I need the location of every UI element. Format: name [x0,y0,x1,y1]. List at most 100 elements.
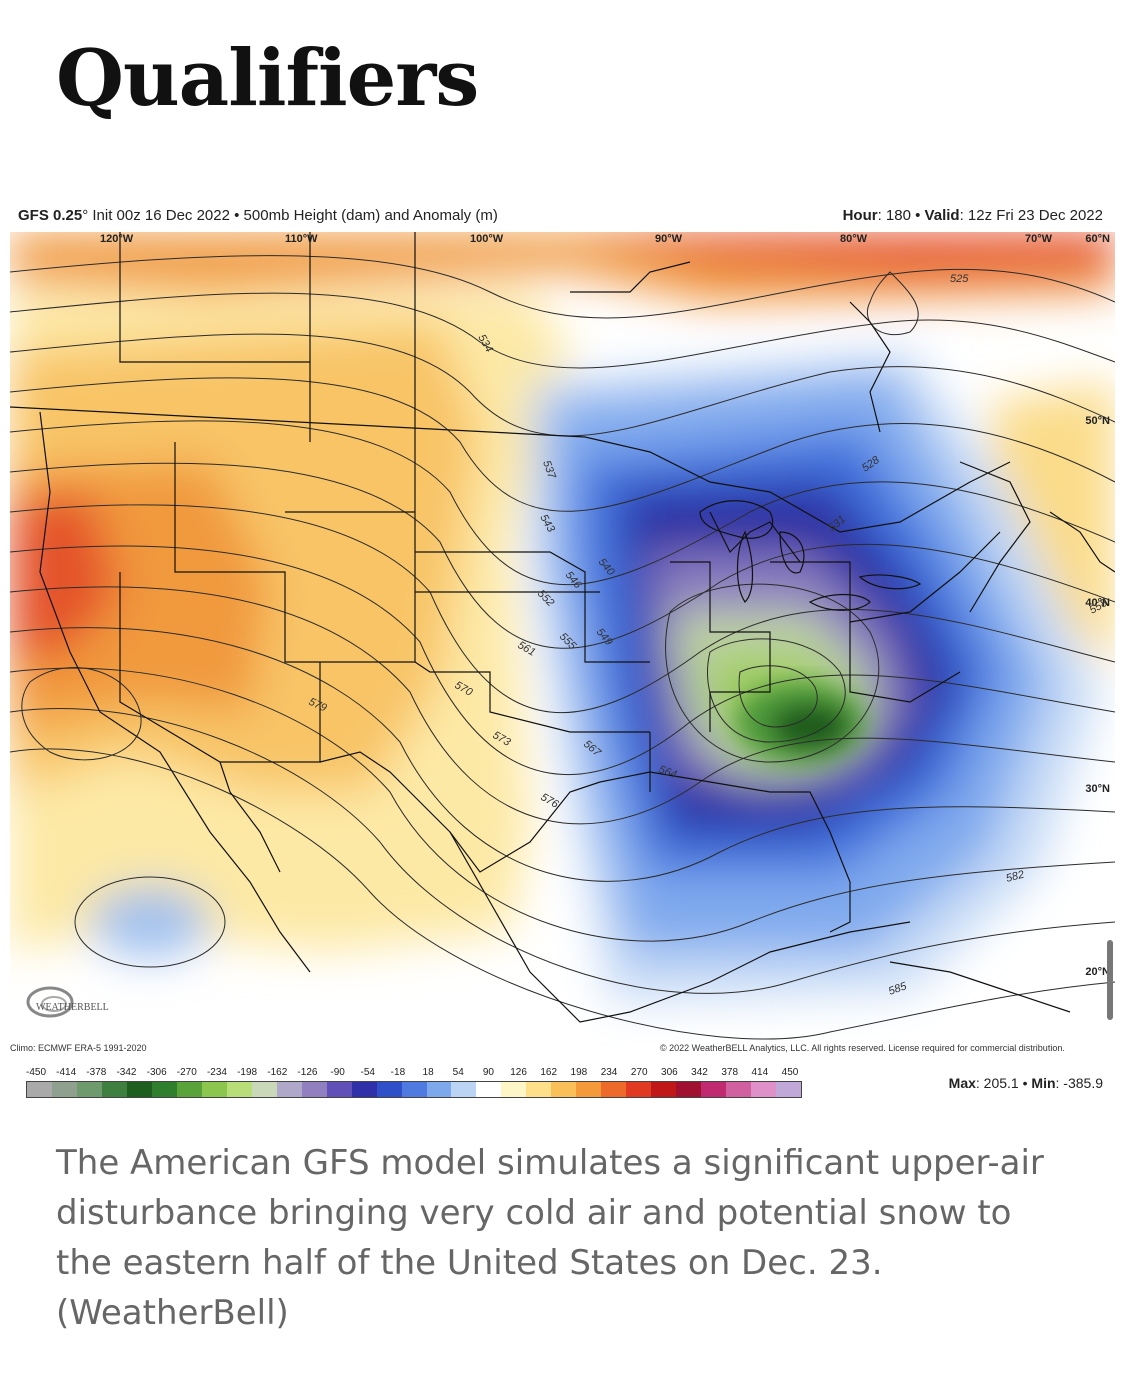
colorbar-swatch [176,1082,202,1097]
longitude-label: 110°W [285,233,318,245]
model-name: GFS 0.25 [18,207,83,224]
colorbar-swatch [251,1082,277,1097]
colorbar-swatch [451,1082,477,1097]
max-min-readout: Max: 205.1 • Min: -385.9 [949,1075,1103,1091]
section-heading: Qualifiers [56,33,479,124]
colorbar-tick-label: 126 [510,1067,527,1078]
colorbar-swatch [701,1082,727,1097]
colorbar-swatch [576,1082,602,1097]
colorbar-swatch [626,1082,652,1097]
longitude-label: 90°W [655,233,683,245]
colorbar-swatch [726,1082,752,1097]
latitude-label: 20°N [1085,966,1110,978]
colorbar-swatch [301,1082,327,1097]
colorbar-tick-label: 90 [482,1067,494,1078]
colorbar-tick-label: -342 [116,1067,137,1078]
colorbar-tick-label: -450 [25,1067,47,1078]
min-value: : -385.9 [1055,1075,1103,1091]
latitude-label: 40°N [1085,597,1110,609]
colorbar-tick-label: 342 [691,1067,708,1078]
colorbar-swatch [326,1082,352,1097]
hour-value: : 180 • [877,207,925,224]
latitude-label: 30°N [1085,783,1110,795]
colorbar-swatch [151,1082,177,1097]
contour-label: 564 [657,764,678,782]
degree-mark: ° [82,207,89,224]
longitude-label: 70°W [1025,233,1053,245]
colorbar-swatch [126,1082,152,1097]
colorbar-tick-label: 198 [570,1067,588,1078]
colorbar-tick-label: 450 [781,1067,799,1078]
colorbar-swatch [276,1082,302,1097]
colorbar-swatch [501,1082,527,1097]
latitude-label: 60°N [1085,233,1110,245]
logo-text: WEATHERBELL [36,1002,109,1013]
colorbar-swatch [551,1082,577,1097]
colorbar-tick-label: 378 [721,1067,739,1078]
min-label: Min [1031,1075,1056,1091]
map-header-left: GFS 0.25° Init 00z 16 Dec 2022 • 500mb H… [18,207,498,224]
colorbar-swatch [601,1082,627,1097]
hour-label: Hour [842,207,878,224]
political-boundaries [10,232,1115,1023]
longitude-label: 100°W [470,233,504,245]
colorbar-swatch [526,1082,552,1097]
colorbar-tick-label: -378 [86,1067,107,1078]
map-canvas: 120°W 110°W 100°W 90°W 80°W 70°W 60°N 50… [10,232,1115,1046]
colorbar-tick-label: 54 [452,1067,464,1078]
colorbar-swatch [376,1082,402,1097]
colorbar-tick-label: -414 [56,1067,77,1078]
colorbar-tick-label: 270 [630,1067,648,1078]
colorbar-tick-label: 18 [422,1067,434,1078]
scrollbar-thumb[interactable] [1107,940,1113,1020]
weather-map-figure: GFS 0.25° Init 00z 16 Dec 2022 • 500mb H… [0,195,1125,1115]
valid-label: Valid [924,207,960,224]
colorbar-swatch [351,1082,377,1097]
max-value: : 205.1 • [975,1075,1032,1091]
valid-value: : 12z Fri 23 Dec 2022 [959,207,1103,224]
colorbar-tick-label: 162 [540,1067,558,1078]
contour-label: 582 [1005,869,1026,885]
colorbar-tick-label: -198 [237,1067,258,1078]
colorbar-swatch [676,1082,702,1097]
colorbar-tick-label: -54 [360,1067,375,1078]
colorbar-swatch [201,1082,227,1097]
colorbar-swatch [76,1082,102,1097]
image-caption: The American GFS model simulates a signi… [56,1143,1044,1333]
colorbar-swatch [226,1082,252,1097]
anomaly-map-svg: 120°W 110°W 100°W 90°W 80°W 70°W 60°N 50… [10,232,1115,1046]
copyright-notice: © 2022 WeatherBELL Analytics, LLC. All r… [660,1043,1065,1053]
colorbar-tick-label: -90 [330,1067,345,1078]
map-header-right: Hour: 180 • Valid: 12z Fri 23 Dec 2022 [843,207,1103,224]
colorbar-swatch [101,1082,127,1097]
colorbar-swatch [51,1082,77,1097]
colorbar-tick-label: 306 [661,1067,678,1078]
colorbar-swatch [401,1082,427,1097]
colorbar-swatch [751,1082,777,1097]
colorbar-swatch [27,1082,52,1097]
colorbar-tick-label: -306 [146,1067,167,1078]
colorbar-tick-label: 234 [600,1067,618,1078]
colorbar-swatch [651,1082,677,1097]
longitude-label: 120°W [100,233,134,245]
colorbar-tick-labels: -450 -414 -378 -342 -306 -270 -234 -198 -162 -126… [26,1067,806,1081]
anomaly-shading [10,232,1115,1002]
height-contours [10,255,1115,1040]
max-label: Max [948,1075,976,1091]
colorbar-tick-label: -126 [297,1067,318,1078]
colorbar-tick-label: 414 [751,1067,769,1078]
contour-label: 525 [950,273,969,285]
longitude-label: 80°W [840,233,868,245]
anomaly-colorbar [26,1081,802,1098]
colorbar-swatch [476,1082,502,1097]
weatherbell-logo: WEATHERBELL [26,986,109,1018]
climo-source: Climo: ECMWF ERA-5 1991-2020 [10,1043,147,1053]
colorbar-tick-label: -270 [176,1067,197,1078]
colorbar-tick-label: -18 [390,1067,406,1078]
latitude-label: 50°N [1085,415,1110,427]
colorbar-tick-label: -234 [206,1067,227,1078]
colorbar-tick-label: -162 [267,1067,288,1078]
colorbar-swatch [776,1082,802,1097]
colorbar-swatch [426,1082,452,1097]
init-description: Init 00z 16 Dec 2022 • 500mb Height (dam… [88,207,498,224]
